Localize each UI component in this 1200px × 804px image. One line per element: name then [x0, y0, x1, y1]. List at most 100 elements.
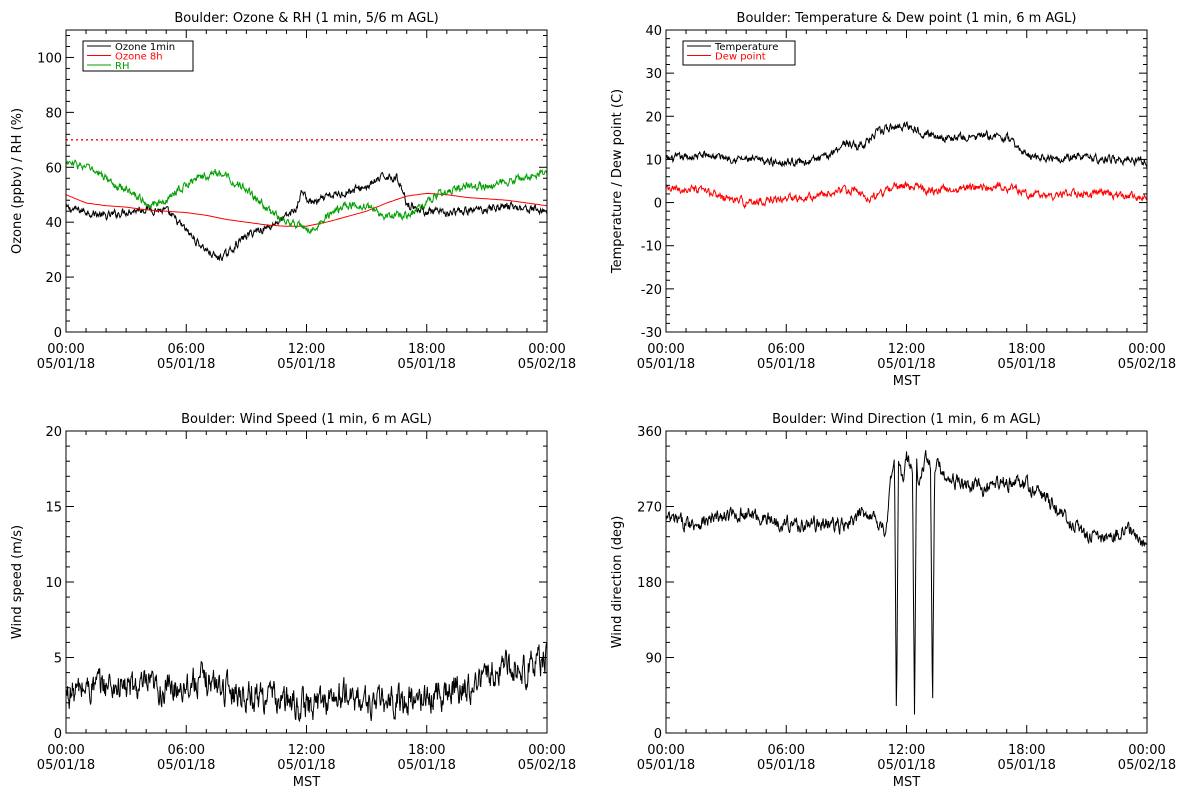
y-tick-label: 40	[45, 216, 62, 231]
y-tick-label: 100	[37, 51, 62, 66]
y-tick-label: 10	[45, 576, 62, 591]
x-tick-label-date: 05/01/18	[398, 758, 456, 773]
x-tick-label-time: 18:00	[408, 342, 445, 357]
x-tick-label-time: 06:00	[768, 342, 805, 357]
y-tick-label: 20	[45, 425, 62, 440]
plot-frame	[65, 29, 548, 333]
y-tick-label: 0	[54, 326, 62, 341]
x-tick-label-time: 06:00	[168, 342, 205, 357]
panel-2: Boulder: Temperature & Dew point (1 min,…	[610, 11, 1176, 389]
x-tick-label-date: 05/01/18	[877, 357, 935, 372]
x-tick-label-date: 05/01/18	[277, 357, 335, 372]
y-axis-label: Wind speed (m/s)	[10, 525, 25, 639]
panel-title: Boulder: Temperature & Dew point (1 min,…	[737, 11, 1077, 26]
panel-title: Boulder: Wind Direction (1 min, 6 m AGL)	[772, 412, 1041, 427]
x-tick-label-time: 12:00	[888, 342, 925, 357]
x-tick-label-time: 00:00	[1128, 342, 1165, 357]
y-tick-label: -20	[641, 283, 662, 298]
x-tick-label-date: 05/01/18	[157, 357, 215, 372]
x-tick-label-time: 00:00	[47, 743, 84, 758]
panel-4: Boulder: Wind Direction (1 min, 6 m AGL)…	[610, 412, 1176, 790]
y-tick-label: 30	[645, 67, 662, 82]
y-axis-label: Ozone (ppbv) / RH (%)	[10, 108, 25, 254]
x-tick-label-time: 06:00	[768, 743, 805, 758]
x-tick-label-time: 00:00	[47, 342, 84, 357]
plot-frame	[65, 430, 548, 734]
y-tick-label: 60	[45, 161, 62, 176]
x-tick-label-date: 05/01/18	[757, 357, 815, 372]
x-tick-label-date: 05/01/18	[637, 357, 695, 372]
x-axis-label: MST	[893, 374, 920, 389]
x-axis-label: MST	[893, 775, 920, 790]
panel-1: Boulder: Ozone & RH (1 min, 5/6 m AGL)00…	[10, 11, 576, 372]
x-tick-label-time: 18:00	[1008, 743, 1045, 758]
x-tick-label-time: 12:00	[288, 342, 325, 357]
series-line-3	[66, 159, 547, 235]
y-tick-label: 90	[645, 652, 662, 667]
y-tick-label: 0	[54, 727, 62, 742]
x-tick-label-date: 05/02/18	[1118, 758, 1176, 773]
x-tick-label-date: 05/02/18	[1118, 357, 1176, 372]
series-line-1	[666, 450, 1147, 715]
x-tick-label-date: 05/01/18	[877, 758, 935, 773]
x-tick-label-time: 00:00	[528, 342, 565, 357]
legend-label: Temperature	[714, 42, 778, 53]
series-line-1	[666, 121, 1147, 168]
y-tick-label: 5	[54, 652, 62, 667]
series-line-1	[66, 642, 547, 723]
x-tick-label-time: 00:00	[528, 743, 565, 758]
series-line-2	[66, 192, 547, 227]
y-tick-label: -30	[641, 326, 662, 341]
plot-frame	[665, 430, 1148, 734]
x-tick-label-date: 05/02/18	[518, 357, 576, 372]
y-tick-label: 360	[637, 425, 662, 440]
x-tick-label-time: 18:00	[1008, 342, 1045, 357]
legend-box	[682, 40, 796, 66]
y-axis-label: Temperature / Dew point (C)	[610, 89, 625, 274]
y-tick-label: 0	[654, 727, 662, 742]
x-tick-label-date: 05/01/18	[37, 357, 95, 372]
y-axis-label: Wind direction (deg)	[610, 516, 625, 649]
x-tick-label-date: 05/01/18	[757, 758, 815, 773]
legend-label: Dew point	[715, 52, 766, 63]
y-tick-label: 20	[45, 271, 62, 286]
y-tick-label: 15	[45, 501, 62, 516]
series-line-1	[66, 171, 547, 262]
x-tick-label-date: 05/02/18	[518, 758, 576, 773]
x-axis-label: MST	[293, 775, 320, 790]
x-tick-label-time: 18:00	[408, 743, 445, 758]
x-tick-label-time: 12:00	[288, 743, 325, 758]
x-tick-label-time: 00:00	[647, 342, 684, 357]
y-tick-label: 0	[654, 197, 662, 212]
plot-area	[666, 121, 1147, 210]
plot-frame	[665, 29, 1148, 333]
y-tick-label: 10	[645, 153, 662, 168]
y-tick-label: 180	[637, 576, 662, 591]
panel-3: Boulder: Wind Speed (1 min, 6 m AGL) 00:0…	[10, 412, 576, 790]
x-tick-label-time: 00:00	[1128, 743, 1165, 758]
legend-label: Ozone 8h	[115, 52, 163, 63]
x-tick-label-time: 06:00	[168, 743, 205, 758]
x-tick-label-date: 05/01/18	[37, 758, 95, 773]
x-tick-label-date: 05/01/18	[998, 357, 1056, 372]
x-tick-label-date: 05/01/18	[637, 758, 695, 773]
panel-title: Boulder: Ozone & RH (1 min, 5/6 m AGL)	[174, 11, 438, 26]
x-tick-label-date: 05/01/18	[998, 758, 1056, 773]
plot-area	[66, 139, 547, 262]
x-tick-label-date: 05/01/18	[398, 357, 456, 372]
x-tick-label-date: 05/01/18	[157, 758, 215, 773]
y-tick-label: 80	[45, 106, 62, 121]
x-tick-label-time: 12:00	[888, 743, 925, 758]
y-tick-label: 40	[645, 24, 662, 39]
y-tick-label: -10	[641, 240, 662, 255]
panel-title: Boulder: Wind Speed (1 min, 6 m AGL)	[181, 412, 432, 427]
legend-label: RH	[115, 61, 129, 72]
y-tick-label: 20	[645, 110, 662, 125]
x-tick-label-time: 00:00	[647, 743, 684, 758]
x-tick-label-date: 05/01/18	[277, 758, 335, 773]
plot-area	[66, 642, 547, 723]
